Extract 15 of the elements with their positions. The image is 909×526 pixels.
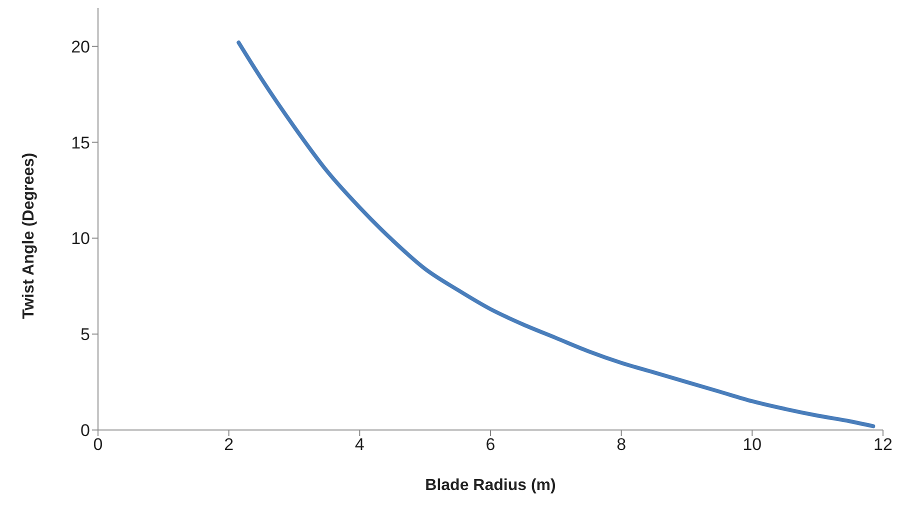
y-tick-label: 5 — [80, 325, 90, 344]
x-tick-label: 12 — [874, 435, 892, 454]
y-tick-label: 20 — [71, 37, 90, 56]
x-tick-label: 6 — [486, 435, 496, 454]
y-tick-label: 0 — [80, 421, 90, 440]
x-tick-label: 10 — [742, 435, 762, 454]
y-tick-label: 15 — [71, 133, 90, 152]
x-tick-label: 0 — [93, 435, 103, 454]
line-series — [236, 40, 876, 428]
y-axis-title: Twist Angle (Degrees) — [20, 152, 38, 319]
x-tick-label: 2 — [224, 435, 234, 454]
x-tick-label: 4 — [354, 435, 364, 454]
x-axis-title: Blade Radius (m) — [425, 477, 556, 494]
y-tick-label: 10 — [71, 229, 90, 248]
x-tick-label: 8 — [616, 435, 626, 454]
